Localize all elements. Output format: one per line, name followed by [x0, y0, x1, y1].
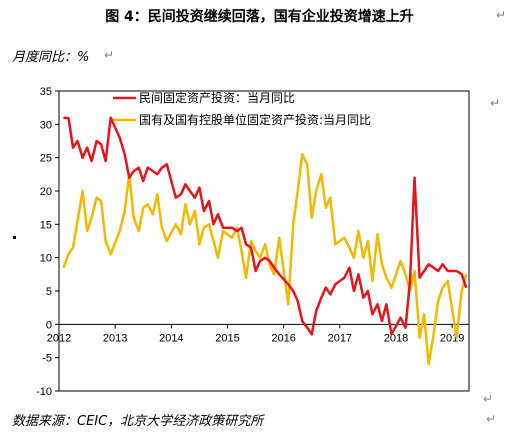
return-mark: ↵: [486, 412, 497, 426]
legend: 民间固定资产投资：当月同比 国有及国有控股单位固定资产投资:当月同比: [113, 90, 371, 127]
y-tick-label: 0: [46, 319, 52, 331]
x-tick-label: 2015: [215, 332, 239, 344]
series-lines: [62, 116, 468, 366]
y-tick-label: -5: [42, 353, 52, 365]
return-mark: ↵: [483, 392, 494, 406]
series-line-private-investment: [63, 116, 468, 336]
y-tick-label: 20: [40, 186, 52, 198]
series-line-state-investment: [62, 153, 468, 366]
figure-title: 图 4：民间投资继续回落，国有企业投资增速上升: [105, 9, 414, 25]
legend-label-private: 民间固定资产投资：当月同比: [139, 90, 295, 105]
return-mark: ↵: [496, 8, 507, 22]
x-tick-label: 2012: [47, 332, 71, 344]
y-ticks: -10 -5 0 5 10 15 20 25 30 35: [36, 86, 59, 398]
return-mark: ↵: [104, 48, 115, 62]
x-tick-label: 2017: [328, 332, 352, 344]
y-tick-label: 25: [40, 153, 52, 165]
y-tick-label: 15: [40, 219, 52, 231]
x-tick-label: 2018: [384, 332, 408, 344]
return-mark: ↵: [490, 96, 501, 110]
unit-label: 月度同比：%: [12, 50, 90, 65]
y-tick-label: 30: [40, 119, 52, 131]
source-note: 数据来源：CEIC，北京大学经济政策研究所: [12, 414, 264, 429]
x-ticks: 2012 2013 2014 2015 2016 2017 2018 2019: [47, 324, 464, 344]
y-tick-label: 5: [46, 286, 52, 298]
y-tick-label: -10: [36, 386, 52, 398]
legend-label-state: 国有及国有控股单位固定资产投资:当月同比: [139, 112, 371, 127]
x-tick-label: 2013: [103, 332, 127, 344]
plot-frame: [58, 90, 470, 392]
side-marker: [13, 236, 16, 239]
x-tick-label: 2014: [159, 332, 183, 344]
y-tick-label: 10: [40, 253, 52, 265]
y-tick-label: 35: [40, 86, 52, 98]
x-tick-label: 2019: [440, 332, 464, 344]
x-tick-label: 2016: [271, 332, 295, 344]
